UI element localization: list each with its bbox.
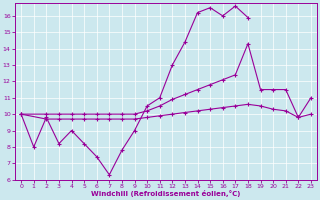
X-axis label: Windchill (Refroidissement éolien,°C): Windchill (Refroidissement éolien,°C) [91, 190, 241, 197]
